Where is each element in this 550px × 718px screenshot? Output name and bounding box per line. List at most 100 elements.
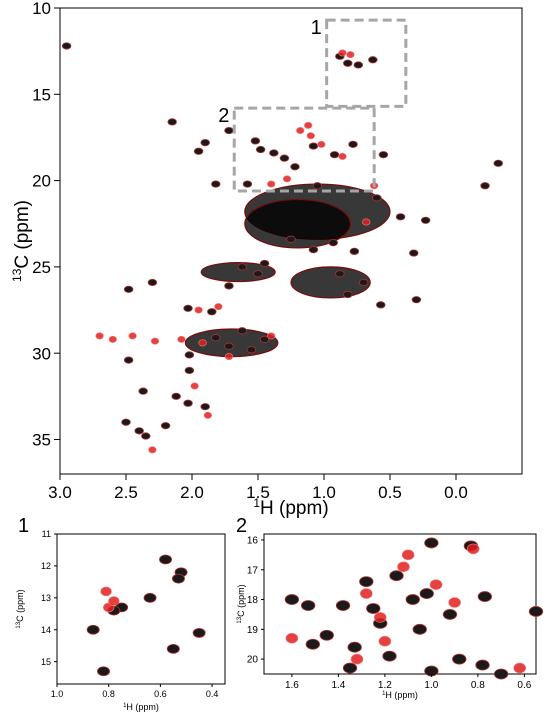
x-tick-label: 1.6 [285, 680, 299, 691]
main-crowded-regions [184, 183, 391, 358]
inset-1-panel: 1 1.0 0.8 0.6 0.4 11 12 13 14 15 1H (ppm) 13C (… [15, 515, 226, 712]
peak-red [214, 303, 223, 311]
peak-red [378, 635, 392, 647]
inset-box-1 [325, 18, 408, 108]
peak-black [207, 308, 217, 316]
peak-black [183, 304, 193, 312]
y-tick-label: 20 [247, 655, 259, 666]
peak-black [147, 278, 158, 287]
y-tick-label: 13 [41, 593, 51, 603]
peak-red [267, 332, 276, 340]
peak-black [452, 653, 467, 665]
x-tick-label: 1.2 [378, 680, 392, 691]
peak-black [319, 629, 334, 641]
peak-black [328, 239, 338, 247]
peak-black [237, 263, 247, 271]
peak-red [194, 306, 203, 314]
peak-black [171, 392, 181, 400]
peak-black [308, 142, 319, 150]
peak-black [405, 594, 420, 605]
peak-black [224, 126, 234, 135]
peak-red [397, 561, 410, 573]
peak-red [190, 382, 199, 390]
peak-black [211, 334, 221, 342]
peak-red [304, 121, 313, 129]
x-tick-label: 1.0 [51, 689, 64, 699]
peak-black [141, 432, 151, 440]
y-tick-label: 11 [42, 529, 51, 539]
peak-black [224, 342, 234, 350]
peak-black [160, 422, 171, 430]
peak-black [382, 650, 397, 662]
peak-red [282, 175, 292, 183]
peak-black [259, 259, 270, 268]
peak-black [312, 182, 323, 190]
x-tick-label: 0.8 [102, 689, 115, 699]
peak-black [184, 351, 195, 359]
peak-black [347, 641, 362, 653]
main-y-axis-label: 13C (ppm) [10, 200, 33, 282]
inset-box-label-2: 2 [218, 105, 229, 127]
inset-2-x-ticks: 1.6 1.4 1.2 1.0 0.8 0.6 [285, 674, 532, 691]
peak-black [308, 246, 319, 254]
peak-red [466, 543, 480, 555]
peak-black [121, 418, 131, 426]
peak-black [259, 335, 270, 343]
peak-black [193, 147, 204, 155]
peak-black [411, 296, 422, 304]
peak-black [143, 592, 157, 603]
y-tick-label: 15 [32, 85, 51, 104]
peak-red [346, 51, 355, 59]
y-tick-label: 18 [247, 595, 259, 606]
peak-black [372, 194, 382, 202]
inset-1-label: 1 [18, 515, 29, 537]
peak-black [442, 609, 458, 620]
peak-black [250, 137, 261, 145]
peak-red [128, 332, 137, 340]
peak-black [290, 163, 300, 171]
peak-black [475, 659, 490, 671]
y-tick-label: 12 [41, 561, 51, 571]
peak-black [167, 118, 177, 126]
peak-black [412, 623, 427, 635]
peak-red [177, 335, 186, 343]
inset-2-x-axis-label: 1H (ppm) [382, 690, 418, 700]
peak-black [200, 139, 210, 147]
peak-black [286, 235, 296, 243]
peak-red [108, 596, 120, 606]
x-tick-label: 2.5 [114, 483, 138, 502]
inset-2-panel: 2 1.6 1.4 1.2 1.0 0.8 0.6 16 17 18 19 20 1H (ppm)… [236, 515, 544, 700]
peak-red [362, 218, 371, 226]
peak-black [376, 301, 386, 309]
peak-black [255, 145, 266, 154]
peak-black [409, 249, 419, 257]
peak-black [301, 600, 316, 611]
peak-black [378, 151, 389, 159]
main-y-ticks: 10 15 20 25 30 35 [32, 0, 60, 450]
peak-black [166, 643, 180, 654]
peak-red [359, 588, 373, 599]
peak-red [95, 332, 104, 340]
peak-black [342, 662, 358, 674]
y-tick-label: 10 [32, 0, 51, 18]
peak-black [211, 180, 221, 188]
peak-black [348, 140, 358, 148]
peak-black [477, 591, 493, 602]
peak-black [349, 247, 360, 255]
peak-black [200, 403, 210, 411]
peak-black [253, 270, 263, 278]
peak-black [279, 154, 290, 162]
inset-1-y-ticks: 11 12 13 14 15 [41, 529, 57, 667]
inset-2-label: 2 [236, 515, 247, 537]
x-tick-label: 1.0 [424, 680, 438, 691]
y-tick-label: 15 [41, 657, 51, 667]
peak-red [285, 632, 299, 644]
peak-black [389, 570, 404, 582]
peak-black [183, 399, 193, 407]
peak-black [528, 606, 544, 617]
peak-black [61, 42, 72, 50]
peak-black [237, 327, 247, 335]
peak-red [150, 337, 160, 345]
